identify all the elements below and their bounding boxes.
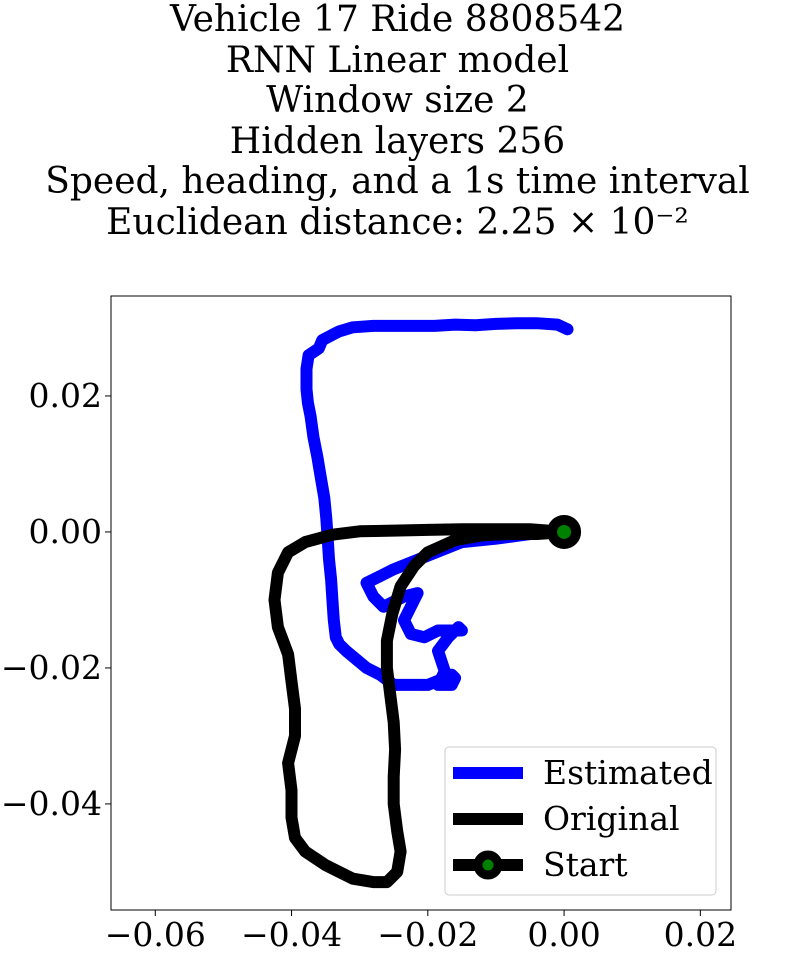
chart-title-line: Vehicle 17 Ride 8808542 bbox=[169, 0, 626, 40]
y-tick-label: −0.02 bbox=[1, 648, 102, 687]
x-tick-label: −0.02 bbox=[377, 915, 478, 954]
chart-title-line: Window size 2 bbox=[266, 80, 529, 121]
chart-title-line: Hidden layers 256 bbox=[229, 120, 566, 162]
chart-title-line: Speed, heading, and a 1s time interval bbox=[45, 161, 750, 202]
legend-box bbox=[444, 746, 717, 896]
plot-frame bbox=[110, 295, 732, 911]
chart-title: Vehicle 17 Ride 8808542 RNN Linear model W… bbox=[0, 0, 795, 243]
series-layer bbox=[268, 317, 582, 889]
x-tick-label: −0.06 bbox=[105, 915, 206, 954]
legend-label-start: Start bbox=[543, 845, 628, 884]
legend-label-original: Original bbox=[543, 799, 680, 838]
legend-start-marker bbox=[473, 850, 503, 880]
y-tick-label: 0.02 bbox=[29, 376, 102, 415]
chart-title-line: RNN Linear model bbox=[225, 39, 570, 81]
series-line-original bbox=[268, 523, 571, 889]
axis-ticks: −0.06 −0.04 −0.02 0.00 0.02 0.02 0.00 −0.02 −0.0… bbox=[1, 376, 737, 954]
y-tick-label: 0.00 bbox=[29, 512, 102, 551]
x-tick-label: 0.02 bbox=[664, 915, 737, 954]
chart-title-line: Euclidean distance: 2.25 × 10⁻² bbox=[106, 201, 689, 243]
legend-label-estimated: Estimated bbox=[543, 753, 713, 792]
y-tick-label: −0.04 bbox=[1, 784, 102, 823]
x-tick-label: 0.00 bbox=[527, 915, 600, 954]
legend: Estimated Original Start bbox=[444, 746, 717, 896]
x-tick-label: −0.04 bbox=[241, 915, 342, 954]
start-marker bbox=[547, 514, 582, 549]
series-line-estimated bbox=[300, 317, 574, 691]
